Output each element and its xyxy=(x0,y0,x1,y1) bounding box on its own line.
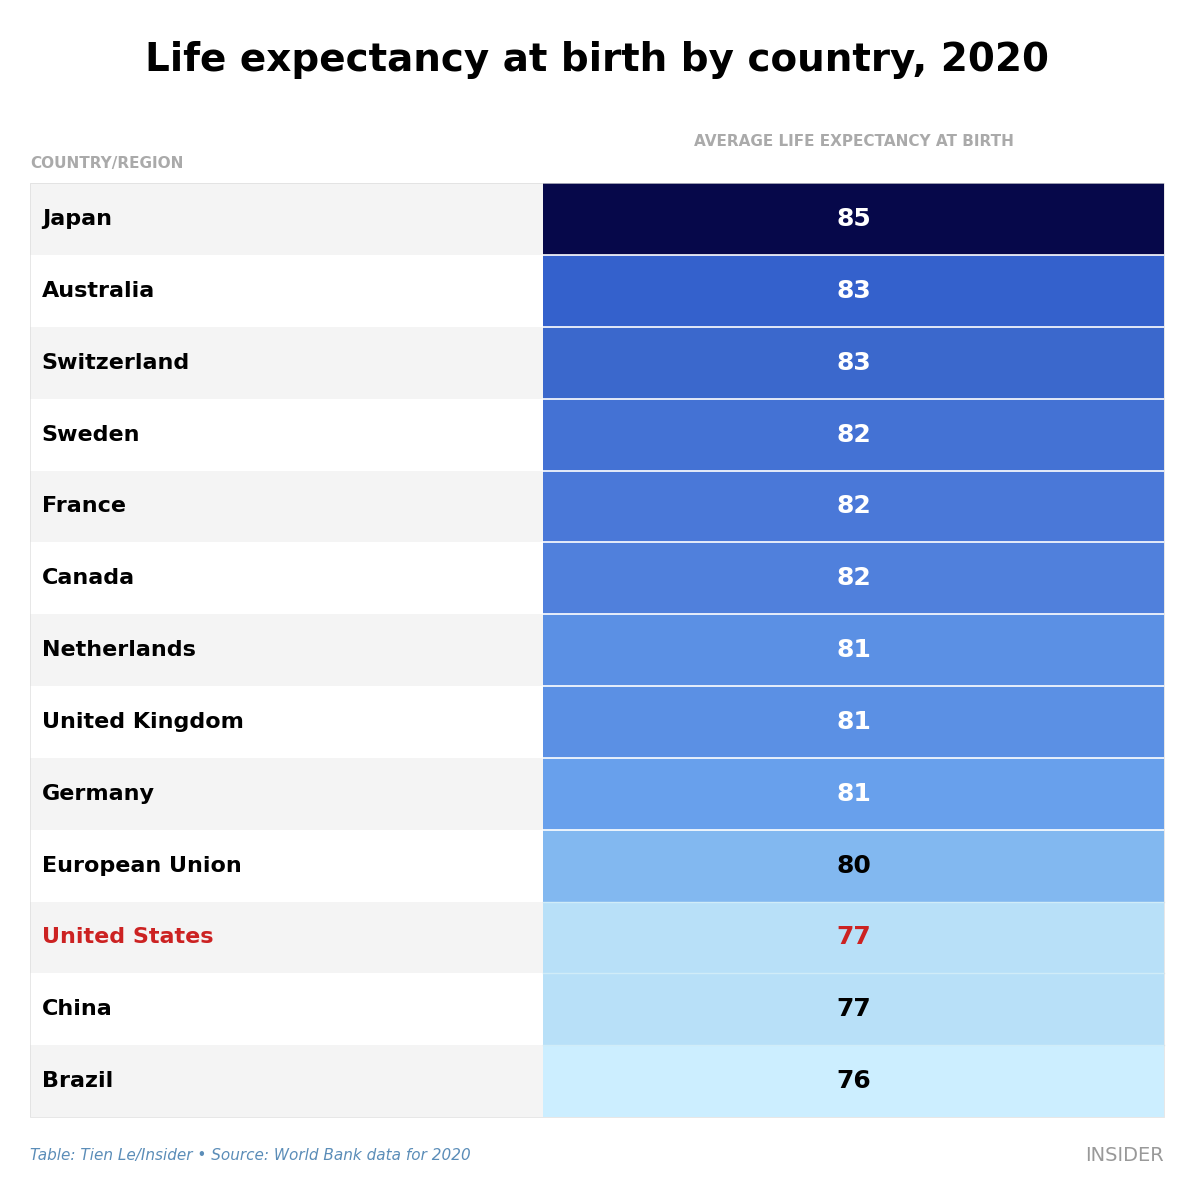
Text: Japan: Japan xyxy=(42,209,112,229)
Text: Sweden: Sweden xyxy=(42,424,140,444)
Text: 81: 81 xyxy=(836,710,872,734)
Text: 83: 83 xyxy=(836,279,872,303)
Text: Netherlands: Netherlands xyxy=(42,641,196,660)
Text: COUNTRY/REGION: COUNTRY/REGION xyxy=(30,156,183,170)
Bar xyxy=(543,973,1164,1045)
Text: United States: United States xyxy=(42,928,214,948)
Bar xyxy=(30,686,543,758)
Bar xyxy=(30,543,543,615)
Bar xyxy=(543,398,1164,470)
Bar xyxy=(543,830,1164,902)
Text: France: France xyxy=(42,496,125,517)
Text: European Union: European Union xyxy=(42,856,241,876)
Text: Australia: Australia xyxy=(42,281,155,301)
Text: 76: 76 xyxy=(836,1069,872,1093)
Bar xyxy=(30,615,543,686)
Text: AVERAGE LIFE EXPECTANCY AT BIRTH: AVERAGE LIFE EXPECTANCY AT BIRTH xyxy=(694,135,1014,149)
Bar xyxy=(543,615,1164,686)
Text: Germany: Germany xyxy=(42,784,155,804)
Text: 81: 81 xyxy=(836,781,872,806)
Bar xyxy=(30,830,543,902)
Bar xyxy=(30,183,1164,1117)
Bar xyxy=(30,183,543,255)
Text: Brazil: Brazil xyxy=(42,1071,113,1091)
Text: Life expectancy at birth by country, 2020: Life expectancy at birth by country, 202… xyxy=(144,41,1050,79)
Text: Canada: Canada xyxy=(42,569,135,589)
Text: 80: 80 xyxy=(836,853,872,877)
Text: INSIDER: INSIDER xyxy=(1085,1147,1164,1165)
Bar xyxy=(543,255,1164,327)
Bar xyxy=(543,686,1164,758)
Bar xyxy=(30,255,543,327)
Bar xyxy=(543,758,1164,830)
Text: 77: 77 xyxy=(836,998,872,1021)
Text: 82: 82 xyxy=(836,423,872,447)
Text: China: China xyxy=(42,999,112,1019)
Bar xyxy=(30,973,543,1045)
Bar xyxy=(30,398,543,470)
Bar xyxy=(30,758,543,830)
Text: 81: 81 xyxy=(836,638,872,662)
Text: 85: 85 xyxy=(836,207,872,232)
Bar xyxy=(543,1045,1164,1117)
Text: United Kingdom: United Kingdom xyxy=(42,712,244,732)
Bar xyxy=(543,183,1164,255)
Bar xyxy=(543,470,1164,543)
Bar xyxy=(543,902,1164,973)
Text: 82: 82 xyxy=(836,566,872,590)
Bar xyxy=(543,327,1164,398)
Bar xyxy=(30,470,543,543)
Bar xyxy=(30,902,543,973)
Text: Switzerland: Switzerland xyxy=(42,352,190,372)
Bar xyxy=(30,1045,543,1117)
Text: 82: 82 xyxy=(836,494,872,519)
Text: 77: 77 xyxy=(836,926,872,949)
Text: Table: Tien Le/Insider • Source: World Bank data for 2020: Table: Tien Le/Insider • Source: World B… xyxy=(30,1149,470,1163)
Text: 83: 83 xyxy=(836,351,872,375)
Bar xyxy=(543,543,1164,615)
Bar xyxy=(30,327,543,398)
